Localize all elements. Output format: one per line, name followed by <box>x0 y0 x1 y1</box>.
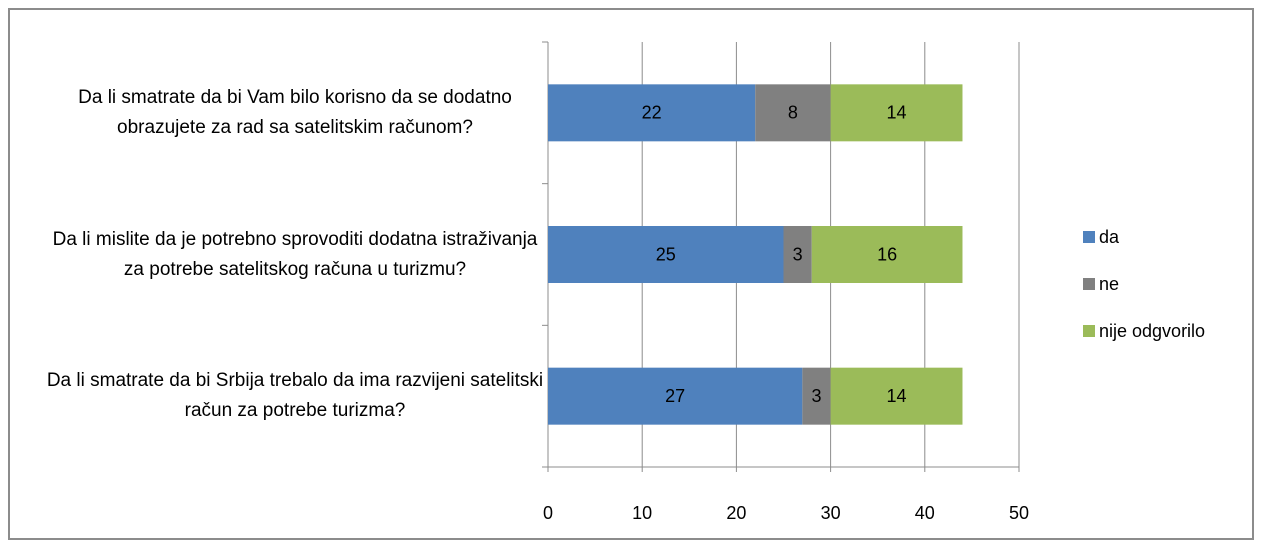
bar-segment <box>830 84 963 142</box>
bar-segment <box>548 226 784 283</box>
x-tick-label: 10 <box>632 503 652 523</box>
bar-segment <box>755 84 831 142</box>
data-label: 14 <box>887 386 907 406</box>
data-label: 25 <box>656 244 676 264</box>
x-tick-label: 0 <box>543 503 553 523</box>
data-label: 8 <box>788 103 798 123</box>
legend-label: da <box>1099 227 1120 247</box>
bar-segment <box>548 367 803 425</box>
data-label: 16 <box>877 244 897 264</box>
bar-segment <box>548 84 756 142</box>
y-tick-label: Da li smatrate da bi Vam bilo korisno da… <box>78 86 512 138</box>
x-tick-label: 30 <box>821 503 841 523</box>
bar-segment <box>802 367 831 425</box>
legend-swatch <box>1083 325 1095 337</box>
bar-segment <box>783 226 812 283</box>
x-tick-label: 50 <box>1009 503 1029 523</box>
legend-label: nije odgvorilo <box>1099 321 1205 341</box>
y-tick-label: Da li mislite da je potrebno sprovoditi … <box>52 228 538 280</box>
legend-swatch <box>1083 231 1095 243</box>
data-label: 22 <box>642 103 662 123</box>
legend-swatch <box>1083 278 1095 290</box>
bar-segment <box>830 367 963 425</box>
bar-segment <box>811 226 963 283</box>
y-tick-label: Da li smatrate da bi Srbija trebalo da i… <box>46 370 544 422</box>
data-label: 27 <box>665 386 685 406</box>
data-label: 3 <box>811 386 821 406</box>
data-label: 14 <box>887 103 907 123</box>
legend-label: ne <box>1099 274 1119 294</box>
data-label: 3 <box>793 244 803 264</box>
x-tick-label: 20 <box>726 503 746 523</box>
x-tick-label: 40 <box>915 503 935 523</box>
